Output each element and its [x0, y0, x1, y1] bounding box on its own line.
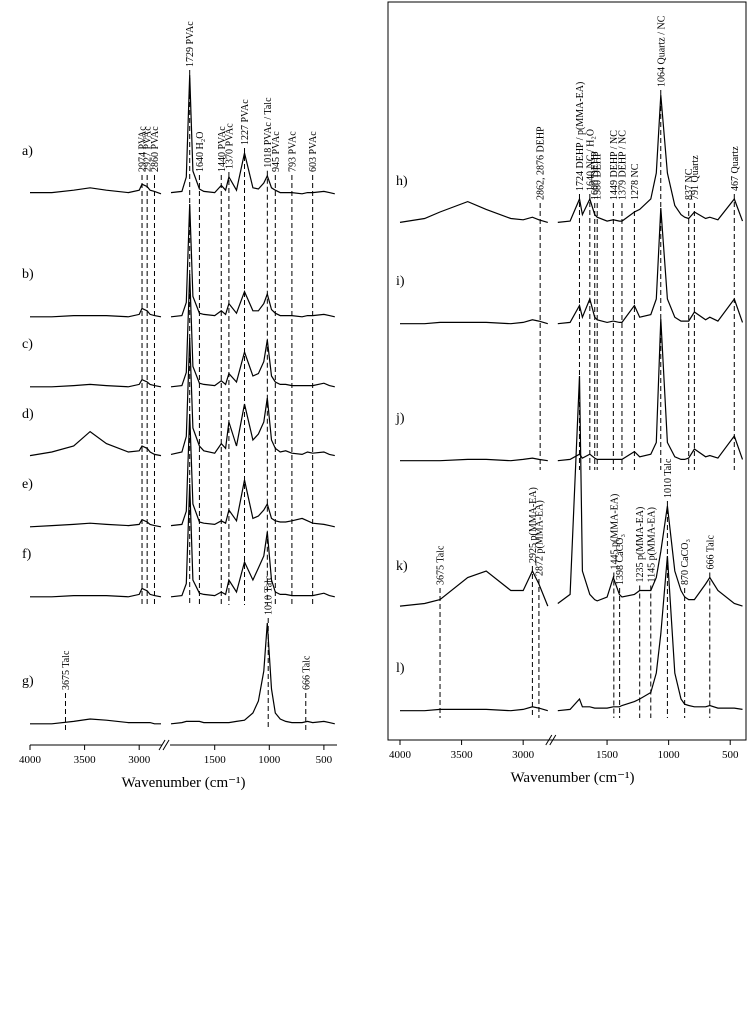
peak-label: 1580 DEHP — [593, 151, 604, 200]
spectrum-line — [557, 318, 744, 462]
x-tick-label: 3500 — [451, 749, 474, 761]
spectrum-line — [170, 483, 335, 598]
x-tick-label: 3000 — [512, 749, 535, 761]
peak-label: 1145 p(MMA-EA) — [646, 507, 657, 582]
series-label: g) — [22, 674, 34, 689]
peak-label: 666 Talc — [705, 535, 716, 570]
peak-label: 3675 Talc — [61, 650, 72, 690]
series-label: c) — [22, 337, 33, 352]
peak-label: 1370 PVAc — [224, 123, 235, 169]
peak-label: 603 PVAc — [308, 131, 319, 172]
axis-break — [162, 739, 170, 751]
peak-label: 2925 p(MMA-EA) — [528, 487, 539, 563]
spectrum-line — [170, 622, 335, 725]
spectrum-line — [557, 94, 744, 223]
series-label: k) — [396, 559, 408, 574]
spectrum-line — [399, 569, 549, 607]
peak-label: 467 Quartz — [730, 146, 741, 191]
peak-label: 1640 NC / H₂O — [585, 129, 596, 191]
series-label: i) — [396, 274, 405, 289]
peak-label: 791 Quartz — [690, 155, 701, 200]
x-axis-label: Wavenumber (cm⁻¹) — [510, 770, 634, 786]
spectrum-line — [400, 706, 548, 712]
spectrum-line — [29, 430, 162, 457]
spectrum-line — [400, 457, 548, 462]
series-label: h) — [396, 174, 408, 189]
x-tick-label: 1000 — [258, 754, 281, 766]
series-label: e) — [22, 477, 33, 492]
peak-label: 1445 p(MMA-EA) — [609, 494, 620, 570]
axis-break — [158, 739, 166, 751]
peak-label: 3675 Talc — [436, 545, 447, 585]
peak-label: 1398 CaCO₃ — [615, 534, 626, 585]
x-tick-label: 4000 — [389, 749, 412, 761]
spectrum-line — [30, 183, 162, 195]
spectrum-line — [170, 413, 335, 528]
series-label: l) — [396, 661, 405, 676]
peak-label: 1440 PVAc — [217, 126, 228, 172]
peak-label: 2862, 2876 DEHP — [536, 126, 547, 200]
spectrum-line — [170, 203, 335, 318]
x-tick-label: 500 — [316, 754, 333, 766]
spectrum-line — [170, 337, 335, 457]
panel-frame — [387, 1, 747, 741]
peak-label: 945 PVAc — [271, 131, 282, 172]
spectrum-line — [170, 273, 335, 388]
x-tick-label: 4000 — [19, 754, 42, 766]
x-tick-label: 1500 — [596, 749, 619, 761]
x-tick-label: 3500 — [74, 754, 97, 766]
peak-label: 1278 NC — [630, 163, 641, 200]
spectrum-line — [400, 319, 548, 325]
peak-label: 1010 Talc — [663, 458, 674, 498]
peak-label: 666 Talc — [301, 655, 312, 690]
peak-label: 837 NC — [684, 168, 695, 200]
x-tick-label: 1500 — [204, 754, 227, 766]
peak-label: 2927 PVAc — [143, 126, 154, 172]
peak-label: 1018 PVAc / Talc — [263, 97, 274, 168]
series-label: a) — [22, 144, 33, 159]
x-tick-label: 1000 — [658, 749, 681, 761]
spectrum-line — [30, 378, 162, 388]
spectrum-line — [399, 200, 548, 223]
peak-label: 1235 p(MMA-EA) — [635, 507, 646, 583]
x-tick-label: 3000 — [128, 754, 151, 766]
spectrum-line — [30, 718, 161, 725]
spectrum-line — [30, 307, 162, 318]
x-axis-label: Wavenumber (cm⁻¹) — [121, 775, 245, 791]
peak-label: 1449 DEHP / NC — [609, 130, 620, 200]
peak-label: 870 CaCO₃ — [680, 539, 691, 585]
series-label: f) — [22, 547, 32, 562]
spectrum-line — [170, 74, 335, 195]
peak-label: 793 PVAc — [287, 131, 298, 172]
peak-label: 1729 PVAc — [185, 21, 196, 67]
series-label: j) — [395, 411, 405, 426]
peak-label: 1227 PVAc — [240, 99, 251, 145]
axis-break — [549, 734, 557, 746]
series-label: d) — [22, 407, 34, 422]
series-label: b) — [22, 267, 34, 282]
axis-break — [545, 734, 553, 746]
spectrum-line — [29, 518, 162, 528]
spectrum-line — [557, 207, 744, 325]
peak-label: 1379 DEHP / NC — [618, 130, 629, 200]
spectrum-line — [30, 587, 162, 598]
peak-label: 1600 DEHP — [590, 151, 601, 200]
peak-label: 1724 DEHP / p(MMA-EA) — [575, 82, 586, 191]
peak-label: 1640 H₂O — [195, 132, 206, 172]
x-tick-label: 500 — [722, 749, 739, 761]
peak-label: 2872 p(MMA-EA) — [534, 500, 545, 576]
peak-label: 1064 Quartz / NC — [656, 15, 667, 87]
peak-label: 1010 Talc — [264, 575, 275, 615]
peak-label: 2860 PVAc — [150, 126, 161, 172]
peak-label: 2974 PVAc — [138, 126, 149, 172]
